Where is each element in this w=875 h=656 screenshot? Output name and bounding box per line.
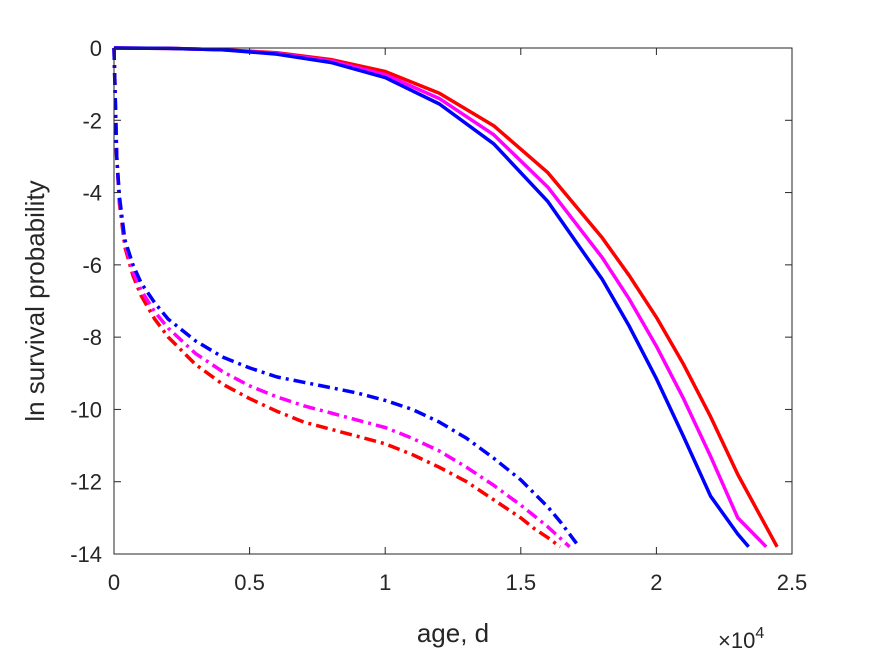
y-tick-label: -6 [82,253,102,278]
x-tick-label: 0 [108,570,120,595]
tick-layer: 0 0.5 1 1.5 2 2.5 0 -2 -4 -6 -8 -10 -12 -14 [70,36,807,595]
y-tick-label: -10 [70,397,102,422]
y-tick-label: -12 [70,470,102,495]
x-axis-label: age, d [417,618,489,648]
x-exponent-base: ×10 [718,628,755,653]
y-tick-label: -2 [82,108,102,133]
x-tick-label: 2 [650,570,662,595]
x-tick-label: 1 [379,570,391,595]
plot-area [114,48,792,554]
axes-box [113,47,793,555]
y-tick-label: 0 [90,36,102,61]
y-tick-label: -14 [70,542,102,567]
y-tick-label: -4 [82,181,102,206]
x-exponent-power: 4 [755,625,764,642]
series-line-5 [112,47,571,549]
x-tick-label: 1.5 [506,570,537,595]
y-tick-label: -8 [82,325,102,350]
x-exponent-label: ×104 [718,625,764,653]
y-axis-label: ln survival probability [20,180,50,421]
x-tick-label: 0.5 [234,570,265,595]
x-tick-label: 2.5 [777,570,808,595]
